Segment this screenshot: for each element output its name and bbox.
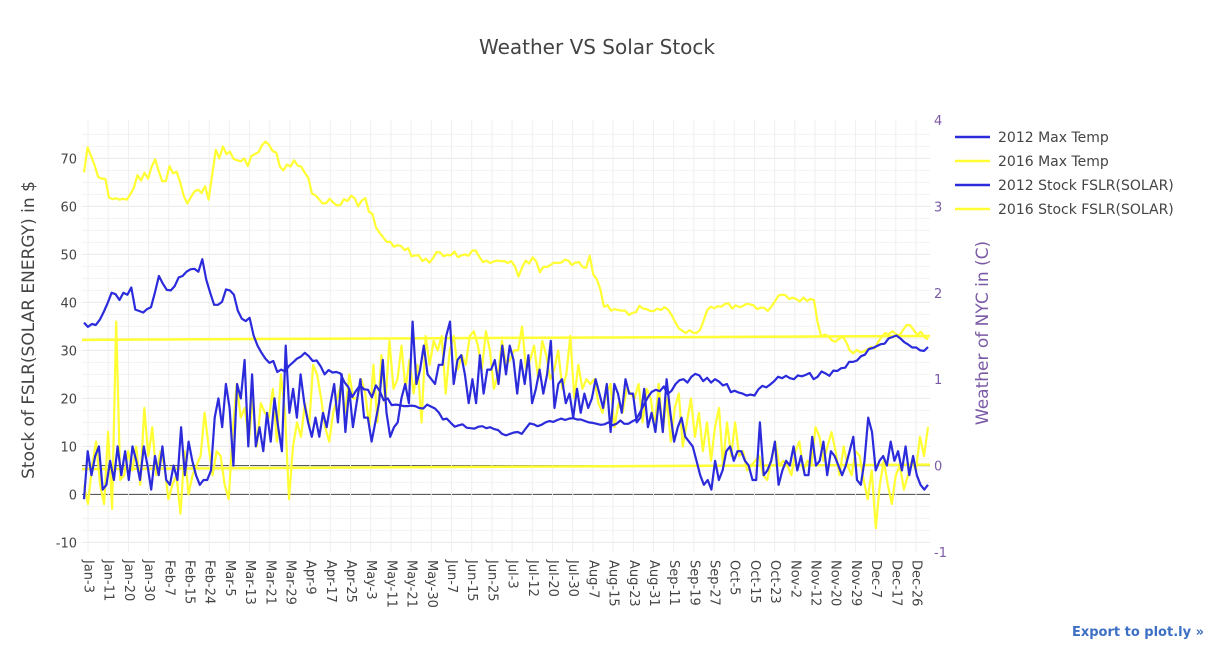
x-tick-label: Nov-29 xyxy=(848,560,863,606)
legend-entry[interactable]: 2016 Stock FSLR(SOLAR) xyxy=(998,202,1174,218)
x-tick-label: Jun-25 xyxy=(484,559,499,602)
y-tick-label: 70 xyxy=(60,152,77,167)
export-link[interactable]: Export to plot.ly » xyxy=(1071,625,1204,640)
x-tick-label: Jul-12 xyxy=(525,559,540,597)
x-tick-label: Mar-5 xyxy=(222,560,237,597)
x-tick-label: Sep-19 xyxy=(686,560,701,606)
x-tick-label: Oct-15 xyxy=(747,560,762,604)
y-tick-label: 60 xyxy=(60,200,77,215)
x-tick-label: Mar-29 xyxy=(282,560,297,605)
legend-entry[interactable]: 2012 Max Temp xyxy=(998,130,1109,146)
x-tick-label: Jan-30 xyxy=(141,559,156,601)
series-line xyxy=(82,140,929,355)
x-tick-label: May-3 xyxy=(363,560,378,600)
series-line xyxy=(83,258,929,437)
x-tick-label: Feb-24 xyxy=(202,560,217,604)
x-tick-label: Oct-5 xyxy=(727,560,742,595)
x-tick-label: Feb-7 xyxy=(161,560,176,596)
y-tick-label: 20 xyxy=(60,392,77,407)
series-layer xyxy=(82,140,930,530)
y-tick-label: 10 xyxy=(60,440,77,455)
x-tick-label: Jun-15 xyxy=(464,559,479,602)
x-tick-label: Jan-11 xyxy=(101,559,116,601)
x-tick-label: Oct-23 xyxy=(767,560,782,604)
x-tick-label: Jul-20 xyxy=(545,559,560,597)
y2-tick-label: 3 xyxy=(934,200,942,215)
x-tick-label: Mar-13 xyxy=(242,560,257,605)
y2-tick-label: 2 xyxy=(934,287,942,302)
y-tick-label: 0 xyxy=(69,488,77,503)
y-tick-label: -10 xyxy=(56,536,77,551)
x-tick-label: Dec-7 xyxy=(868,560,883,598)
legend-entry[interactable]: 2012 Stock FSLR(SOLAR) xyxy=(998,178,1174,194)
x-tick-label: Jul-30 xyxy=(565,559,580,597)
y2-axis-title: Weather of NYC in (C) xyxy=(973,241,993,425)
y-tick-label: 30 xyxy=(60,344,77,359)
x-tick-label: Sep-11 xyxy=(666,560,681,606)
x-tick-label: Aug-15 xyxy=(606,560,621,607)
series-line xyxy=(82,320,930,530)
y2-tick-label: 0 xyxy=(934,460,942,475)
x-tick-label: Sep-27 xyxy=(707,560,722,606)
y-tick-label: 40 xyxy=(60,296,77,311)
x-tick-label: Aug-23 xyxy=(626,560,641,607)
y2-tick-label: -1 xyxy=(934,546,947,561)
x-tick-label: Feb-15 xyxy=(181,560,196,604)
x-tick-label: Aug-31 xyxy=(646,560,661,607)
x-tick-label: Apr-25 xyxy=(343,560,358,603)
x-tick-label: May-21 xyxy=(404,560,419,608)
x-tick-label: Nov-20 xyxy=(828,560,843,606)
x-tick-label: Dec-17 xyxy=(888,560,903,606)
x-tick-label: Jan-3 xyxy=(81,559,96,593)
x-tick-label: Jul-3 xyxy=(505,559,520,589)
x-tick-label: Nov-12 xyxy=(808,560,823,606)
x-tick-label: Dec-26 xyxy=(909,560,924,606)
x-tick-label: Mar-21 xyxy=(262,560,277,605)
x-tick-label: Jun-7 xyxy=(444,559,459,593)
legend[interactable]: 2012 Max Temp 2016 Max Temp 2012 Stock FSL… xyxy=(955,130,1174,218)
reference-line xyxy=(81,334,931,342)
x-tick-label: May-30 xyxy=(424,560,439,608)
x-tick-label: Aug-7 xyxy=(585,560,600,598)
x-tick-label: Apr-9 xyxy=(303,560,318,595)
y-tick-label: 50 xyxy=(60,248,77,263)
legend-entry[interactable]: 2016 Max Temp xyxy=(998,154,1109,170)
y2-tick-label: 1 xyxy=(934,373,942,388)
x-tick-label: May-11 xyxy=(383,560,398,608)
chart-title: Weather VS Solar Stock xyxy=(479,35,715,59)
series-line xyxy=(82,320,929,500)
y2-tick-label: 4 xyxy=(934,114,942,129)
axes: Jan-3 Jan-11 Jan-20 Jan-30 Feb-7 Feb-15 Feb-24… xyxy=(56,114,947,608)
y-axis-title: Stock of FSLR(SOLAR ENERGY) in $ xyxy=(19,181,39,479)
x-tick-label: Jan-20 xyxy=(121,559,136,601)
x-tick-label: Apr-17 xyxy=(323,560,338,603)
x-tick-label: Nov-2 xyxy=(787,560,802,598)
